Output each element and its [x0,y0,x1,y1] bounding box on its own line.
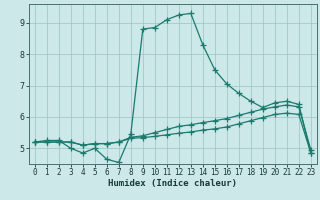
X-axis label: Humidex (Indice chaleur): Humidex (Indice chaleur) [108,179,237,188]
